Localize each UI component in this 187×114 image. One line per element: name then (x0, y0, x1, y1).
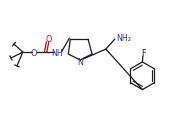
Text: NH: NH (52, 48, 63, 57)
Text: F: F (141, 48, 146, 57)
Text: O: O (30, 48, 37, 57)
Text: N: N (77, 58, 83, 67)
Text: NH₂: NH₂ (116, 33, 131, 42)
Text: O: O (45, 34, 52, 43)
